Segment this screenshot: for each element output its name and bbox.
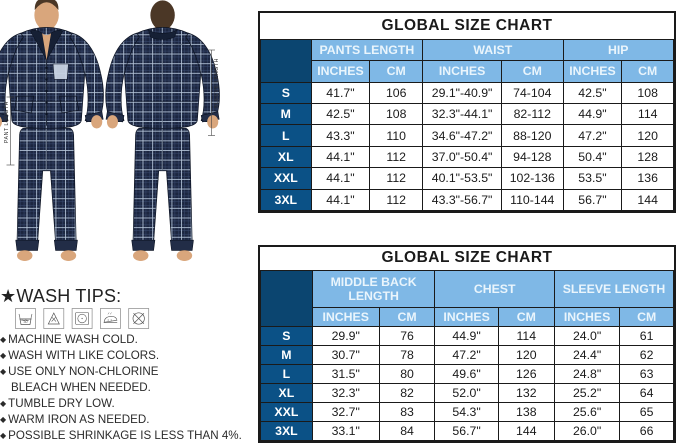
svg-text:30: 30 [24, 320, 28, 324]
